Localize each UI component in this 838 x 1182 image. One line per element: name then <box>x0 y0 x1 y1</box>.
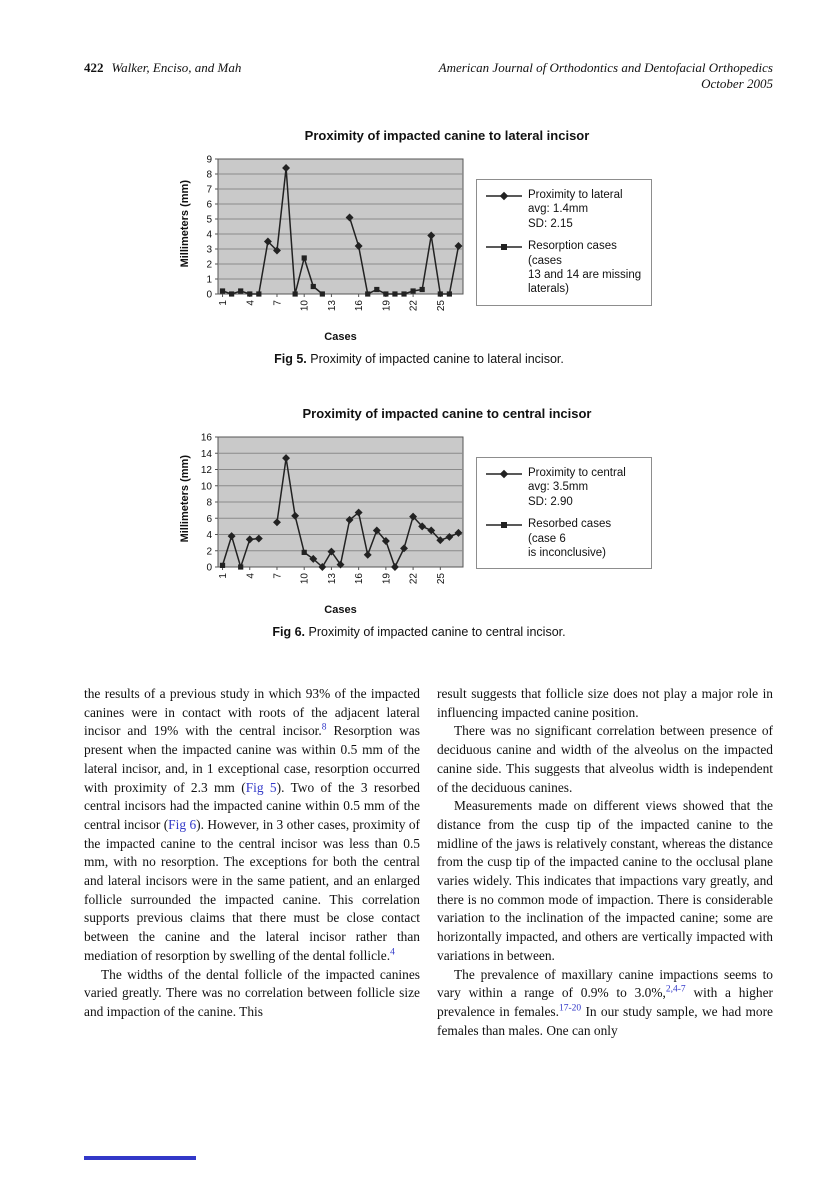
paragraph: There was no significant correlation bet… <box>437 723 773 795</box>
svg-text:16: 16 <box>354 300 365 312</box>
body-text: the results of a previous study in which… <box>84 685 773 1040</box>
svg-text:7: 7 <box>272 300 283 306</box>
fig6-reference-link[interactable]: Fig 6 <box>168 816 197 832</box>
body-text-run: The prevalence of maxillary canine impac… <box>437 966 773 1001</box>
body-text-run: the results of a previous study in which… <box>84 686 420 739</box>
fig5-caption-label: Fig 5. <box>274 352 307 366</box>
svg-text:10: 10 <box>300 300 311 312</box>
svg-text:0: 0 <box>206 290 212 301</box>
svg-text:19: 19 <box>381 573 392 585</box>
figure-5-block: Proximity of impacted canine to lateral … <box>0 128 838 366</box>
fig5-reference-link[interactable]: Fig 5 <box>245 779 277 795</box>
svg-text:6: 6 <box>206 200 212 211</box>
right-column: result suggests that follicle size does … <box>437 685 773 1040</box>
authors-line: Walker, Enciso, and Mah <box>111 60 242 75</box>
svg-text:2: 2 <box>206 260 212 271</box>
svg-text:10: 10 <box>201 481 213 492</box>
svg-text:25: 25 <box>436 300 447 312</box>
svg-text:13: 13 <box>327 300 338 312</box>
fig5-legend: Proximity to lateral avg: 1.4mm SD: 2.15… <box>476 179 652 306</box>
svg-text:1: 1 <box>218 573 229 579</box>
fig6-legend: Proximity to central avg: 3.5mm SD: 2.90… <box>476 457 652 570</box>
page-number: 422 <box>84 60 104 75</box>
body-text-run: ). However, in 3 other cases, proximity … <box>84 816 420 963</box>
svg-text:25: 25 <box>436 573 447 585</box>
svg-text:4: 4 <box>206 530 212 541</box>
svg-text:1: 1 <box>206 275 212 286</box>
svg-text:4: 4 <box>206 230 212 241</box>
svg-text:4: 4 <box>245 573 256 579</box>
svg-text:5: 5 <box>206 215 212 226</box>
fig5-caption-text: Proximity of impacted canine to lateral … <box>310 352 564 366</box>
svg-text:4: 4 <box>245 300 256 306</box>
square-line-icon <box>486 522 522 529</box>
svg-text:3: 3 <box>206 245 212 256</box>
svg-text:16: 16 <box>201 433 213 444</box>
svg-text:16: 16 <box>354 573 365 585</box>
svg-text:22: 22 <box>409 573 420 585</box>
legend-item-resorbed-cases: Resorbed cases (case 6 is inconclusive) <box>486 517 642 560</box>
running-head-left: 422 Walker, Enciso, and Mah <box>84 60 241 92</box>
diamond-line-icon <box>486 469 522 479</box>
figure-6-block: Proximity of impacted canine to central … <box>0 406 838 639</box>
svg-text:7: 7 <box>272 573 283 579</box>
journal-date: October 2005 <box>701 76 773 91</box>
body-text-run: Resorption was present when the impacted… <box>84 723 420 795</box>
reference-link-4[interactable]: 4 <box>390 947 395 958</box>
fig6-y-axis-title: Millimeters (mm) <box>179 455 191 543</box>
body-text-run: with a higher prevalence in females. <box>437 985 773 1019</box>
legend-label: Proximity to central avg: 3.5mm SD: 2.90 <box>528 467 626 508</box>
paragraph: Measurements made on different views sho… <box>437 798 773 963</box>
legend-label: Proximity to lateral avg: 1.4mm SD: 2.15 <box>528 189 623 230</box>
svg-text:12: 12 <box>201 465 213 476</box>
fig5-y-axis-title: Millimeters (mm) <box>179 179 191 268</box>
page-header: 422 Walker, Enciso, and Mah American Jour… <box>84 60 773 92</box>
svg-text:10: 10 <box>300 573 311 585</box>
paragraph: the results of a previous study in which… <box>84 685 420 966</box>
figure-5-chart: Proximity of impacted canine to lateral … <box>176 128 658 343</box>
diamond-line-icon <box>486 191 522 201</box>
body-text-run: In our study sample, we had more females… <box>437 1003 773 1038</box>
running-head-right: American Journal of Orthodontics and Den… <box>439 60 773 92</box>
svg-text:7: 7 <box>206 185 212 196</box>
fig6-caption-text: Proximity of impacted canine to central … <box>308 625 566 639</box>
svg-text:9: 9 <box>206 155 212 166</box>
svg-text:6: 6 <box>206 514 212 525</box>
svg-text:22: 22 <box>409 300 420 312</box>
paragraph: result suggests that follicle size does … <box>437 686 773 720</box>
reference-link-17-20[interactable]: 17-20 <box>558 1003 582 1014</box>
fig6-caption: Fig 6. Proximity of impacted canine to c… <box>0 625 838 639</box>
left-column: the results of a previous study in which… <box>84 685 420 1040</box>
figure-6-chart: Proximity of impacted canine to central … <box>176 406 658 616</box>
fig6-caption-label: Fig 6. <box>272 625 306 639</box>
reference-link-2-4-7[interactable]: 2,4-7 <box>665 984 686 995</box>
fig5-x-axis-title: Cases <box>324 331 357 343</box>
journal-name: American Journal of Orthodontics and Den… <box>438 60 773 75</box>
body-text-run: ). Two of the 3 resorbed central incisor… <box>84 779 420 832</box>
reference-link-8[interactable]: 8 <box>321 722 327 733</box>
paragraph: The prevalence of maxillary canine impac… <box>437 966 773 1041</box>
legend-item-proximity-lateral: Proximity to lateral avg: 1.4mm SD: 2.15 <box>486 188 642 231</box>
svg-text:14: 14 <box>201 449 213 460</box>
square-line-icon <box>486 244 522 251</box>
fig5-caption: Fig 5. Proximity of impacted canine to l… <box>0 352 838 366</box>
svg-text:13: 13 <box>327 573 338 585</box>
svg-text:19: 19 <box>381 300 392 312</box>
svg-text:1: 1 <box>218 300 229 306</box>
fig6-x-axis-title: Cases <box>324 604 357 616</box>
svg-text:8: 8 <box>206 498 212 509</box>
svg-text:0: 0 <box>206 563 212 574</box>
fig5-chart-title: Proximity of impacted canine to lateral … <box>304 128 590 143</box>
legend-label: Resorbed cases (case 6 is inconclusive) <box>528 518 612 559</box>
legend-item-resorption-cases: Resorption cases (cases 13 and 14 are mi… <box>486 239 642 297</box>
pdf-link-artifact[interactable] <box>84 1156 196 1160</box>
legend-item-proximity-central: Proximity to central avg: 3.5mm SD: 2.90 <box>486 466 642 509</box>
legend-label: Resorption cases (cases 13 and 14 are mi… <box>528 240 642 296</box>
fig6-chart-title: Proximity of impacted canine to central … <box>302 406 592 421</box>
svg-text:8: 8 <box>206 170 212 181</box>
svg-text:2: 2 <box>206 546 212 557</box>
paragraph: The widths of the dental follicle of the… <box>84 966 420 1019</box>
